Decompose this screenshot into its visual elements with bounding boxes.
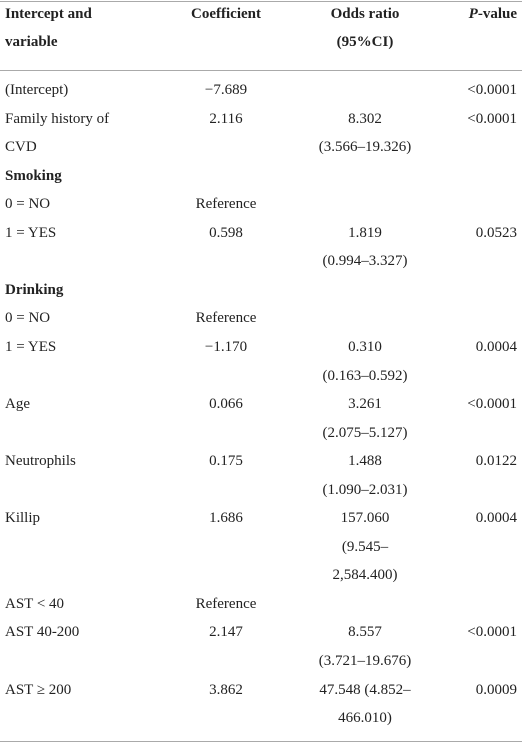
section-label: Drinking xyxy=(5,281,64,298)
odds-ratio-cell: (9.545– xyxy=(341,538,389,555)
odds-ratio-cell: (1.090–2.031) xyxy=(322,481,408,498)
p-value-cell: 0.0004 xyxy=(475,510,517,527)
section-label: Smoking xyxy=(5,167,62,184)
coefficient-cell: Reference xyxy=(195,310,257,327)
header-cell: (95%CI) xyxy=(336,34,394,50)
header-cell: P-value xyxy=(469,4,517,24)
odds-ratio-cell: 8.302 xyxy=(348,110,382,127)
header-cell: Odds ratio xyxy=(330,6,400,22)
variable-cell: Killip xyxy=(5,510,41,527)
header-italic: P xyxy=(468,6,478,22)
variable-cell: Family history of xyxy=(5,110,110,127)
odds-ratio-cell: 1.819 xyxy=(348,224,382,241)
odds-ratio-cell: (0.163–0.592) xyxy=(322,367,408,384)
variable-cell: 1 = YES xyxy=(5,338,57,355)
header-rule xyxy=(0,70,522,71)
p-value-cell: <0.0001 xyxy=(467,624,517,641)
coefficient-cell: 0.598 xyxy=(209,224,243,241)
odds-ratio-cell: 466.010) xyxy=(338,710,392,727)
odds-ratio-cell: 157.060 xyxy=(340,510,390,527)
variable-cell: AST ≥ 200 xyxy=(5,681,72,698)
variable-cell: 1 = YES xyxy=(5,224,57,241)
variable-cell: 0 = NO xyxy=(5,310,51,327)
p-value-cell: 0.0523 xyxy=(475,224,517,241)
p-value-cell: <0.0001 xyxy=(467,396,517,413)
header-text: -value xyxy=(477,6,517,22)
header-cell: Coefficient xyxy=(191,6,261,22)
coefficient-cell: −7.689 xyxy=(204,82,248,98)
odds-ratio-cell: 8.557 xyxy=(348,624,382,641)
variable-cell: 0 = NO xyxy=(5,196,51,213)
coefficient-cell: 3.862 xyxy=(209,681,243,698)
odds-ratio-cell: 2,584.400) xyxy=(332,567,398,584)
coefficient-cell: 2.147 xyxy=(209,624,243,641)
p-value-cell: 0.0004 xyxy=(475,338,517,355)
coefficient-cell: Reference xyxy=(195,196,257,213)
variable-cell: Age xyxy=(5,396,30,413)
odds-ratio-cell: 1.488 xyxy=(348,453,382,470)
odds-ratio-cell: 3.261 xyxy=(348,396,382,413)
coefficient-cell: Reference xyxy=(195,595,257,612)
coefficient-cell: 1.686 xyxy=(209,510,243,527)
header-cell: variable xyxy=(5,34,58,50)
coefficient-cell: −1.170 xyxy=(204,338,248,355)
variable-cell: Neutrophils xyxy=(5,453,76,470)
variable-cell: (Intercept) xyxy=(5,82,69,98)
odds-ratio-cell: 47.548 (4.852– xyxy=(319,681,411,698)
p-value-cell: <0.0001 xyxy=(467,110,517,127)
odds-ratio-cell: (3.721–19.676) xyxy=(318,653,412,669)
odds-ratio-cell: (2.075–5.127) xyxy=(322,424,408,441)
variable-cell: CVD xyxy=(5,139,37,156)
variable-cell: AST < 40 xyxy=(5,595,65,612)
odds-ratio-cell: (3.566–19.326) xyxy=(318,139,412,156)
header-cell: Intercept and xyxy=(5,6,92,22)
p-value-cell: <0.0001 xyxy=(467,82,517,98)
top-rule xyxy=(0,1,522,2)
coefficient-cell: 0.066 xyxy=(209,396,243,413)
coefficient-cell: 0.175 xyxy=(209,453,243,470)
odds-ratio-cell: 0.310 xyxy=(348,338,382,355)
coefficient-cell: 2.116 xyxy=(209,110,243,127)
p-value-cell: 0.0122 xyxy=(475,453,517,470)
variable-cell: AST 40-200 xyxy=(5,624,80,641)
bottom-rule xyxy=(0,741,522,742)
p-value-cell: 0.0009 xyxy=(475,681,517,698)
odds-ratio-cell: (0.994–3.327) xyxy=(322,253,408,270)
